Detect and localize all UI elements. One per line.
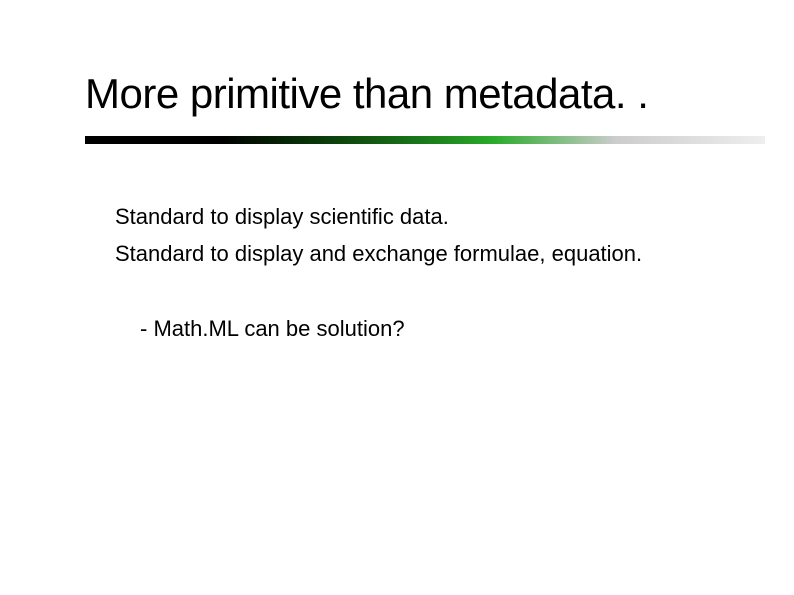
gradient-divider <box>85 136 765 144</box>
body-line-1: Standard to display scientific data. <box>115 199 734 234</box>
slide-content: Standard to display scientific data. Sta… <box>115 199 734 342</box>
slide-container: More primitive than metadata. . Standard… <box>0 0 794 595</box>
slide-title: More primitive than metadata. . <box>85 70 734 118</box>
body-line-2: Standard to display and exchange formula… <box>115 236 734 271</box>
body-subline: - Math.ML can be solution? <box>140 316 734 342</box>
